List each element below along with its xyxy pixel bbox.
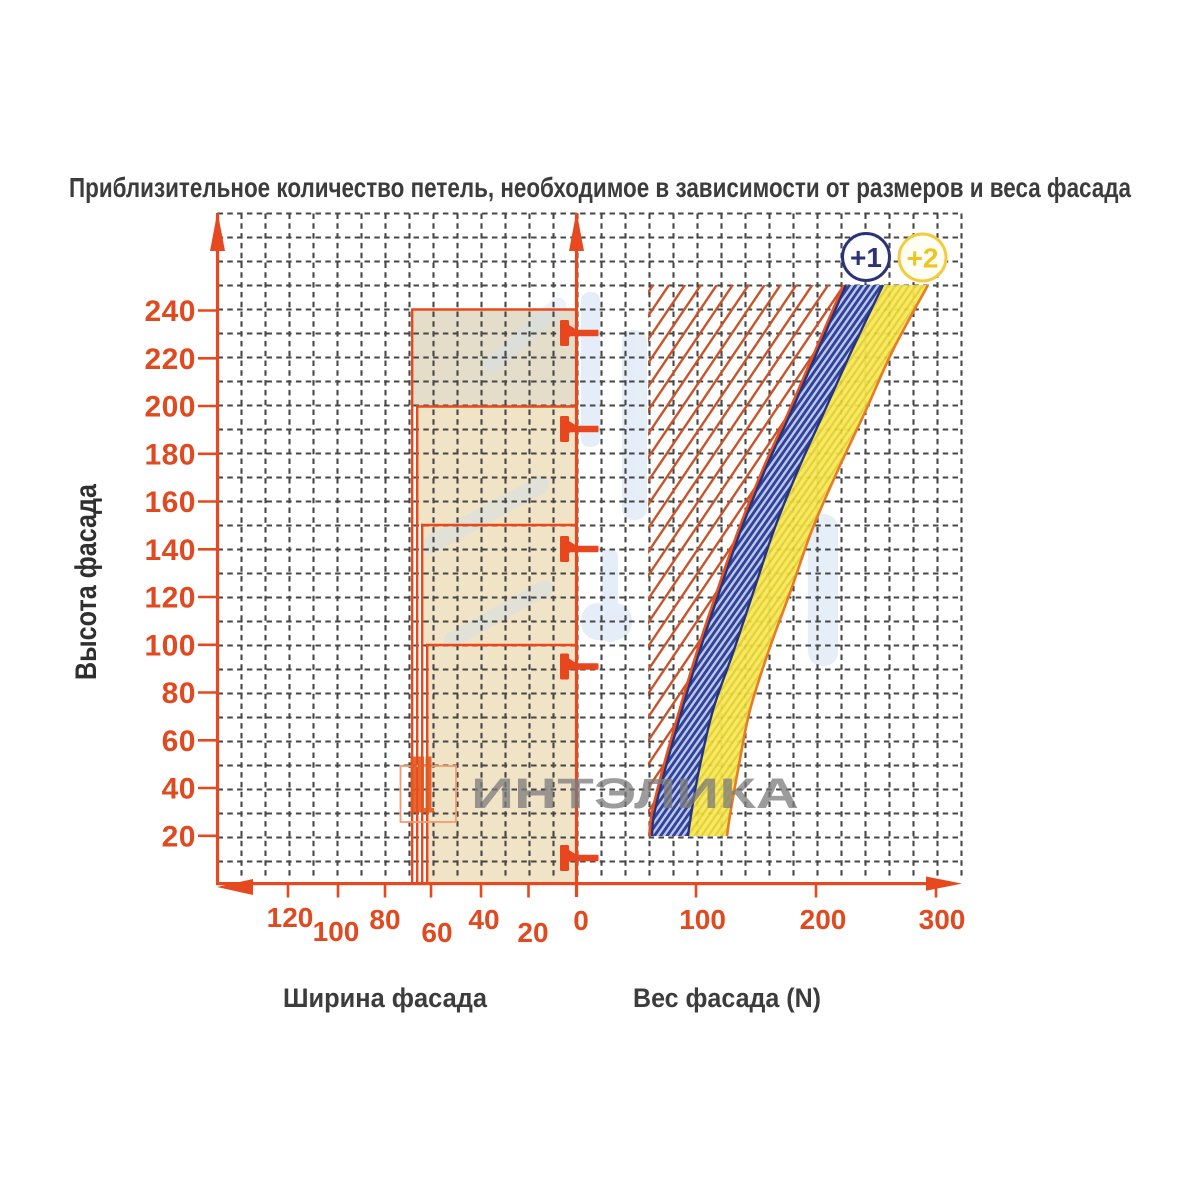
svg-text:100: 100	[313, 916, 360, 947]
svg-text:60: 60	[421, 917, 452, 948]
svg-text:40: 40	[468, 904, 499, 935]
svg-text:Вес фасада (N): Вес фасада (N)	[633, 983, 821, 1013]
svg-text:80: 80	[369, 904, 400, 935]
svg-text:200: 200	[144, 391, 196, 424]
svg-text:300: 300	[919, 904, 966, 935]
svg-text:+1: +1	[850, 242, 882, 273]
svg-text:200: 200	[800, 904, 847, 935]
svg-text:240: 240	[144, 295, 196, 328]
svg-text:60: 60	[162, 725, 196, 758]
svg-text:0: 0	[573, 905, 589, 936]
svg-text:Ширина фасада: Ширина фасада	[283, 983, 488, 1013]
svg-text:ИНТЭЛИКА: ИНТЭЛИКА	[471, 770, 799, 818]
svg-text:40: 40	[162, 773, 196, 806]
svg-text:20: 20	[517, 917, 548, 948]
svg-text:100: 100	[144, 629, 196, 662]
svg-text:Приблизительное количество пет: Приблизительное количество петель, необх…	[69, 172, 1132, 203]
svg-text:80: 80	[162, 677, 196, 710]
svg-text:220: 220	[144, 343, 196, 376]
svg-text:+2: +2	[907, 243, 939, 274]
svg-text:120: 120	[144, 582, 196, 615]
svg-text:100: 100	[679, 904, 726, 935]
svg-text:180: 180	[144, 438, 196, 471]
svg-text:120: 120	[267, 902, 314, 933]
svg-text:160: 160	[144, 486, 196, 519]
svg-text:140: 140	[144, 534, 196, 567]
svg-text:Высота фасада: Высота фасада	[70, 484, 103, 680]
svg-text:20: 20	[162, 820, 196, 853]
